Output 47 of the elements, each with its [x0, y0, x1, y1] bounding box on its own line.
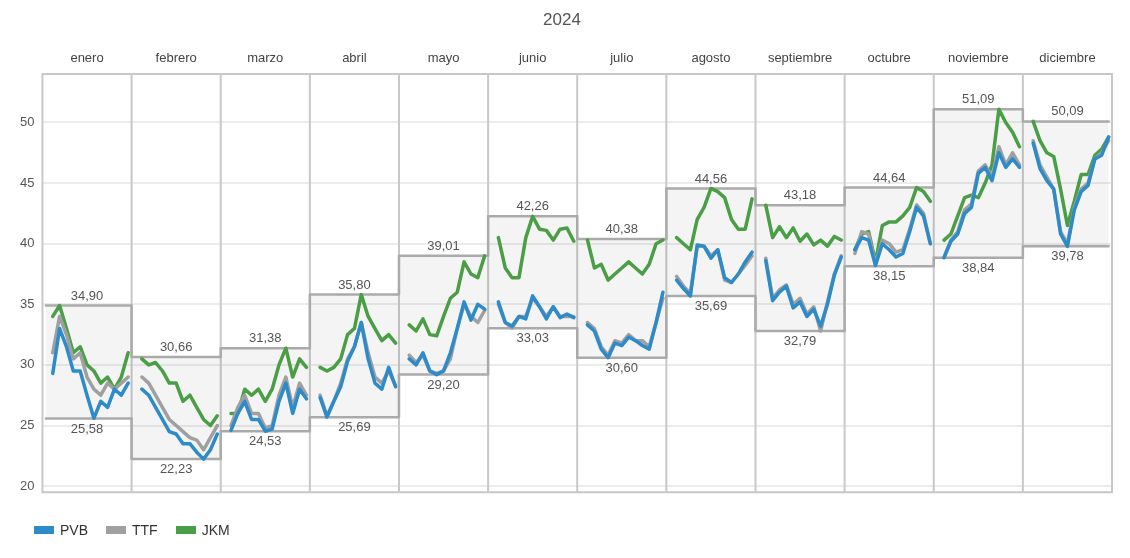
x-tick-label: enero — [70, 49, 104, 65]
x-tick-label: septiembre — [767, 49, 833, 65]
data-label: 39,01 — [427, 237, 460, 253]
y-tick-label: 25 — [19, 417, 35, 433]
x-tick-label: junio — [517, 49, 547, 65]
data-label: 35,80 — [338, 276, 371, 292]
y-tick-label: 50 — [19, 114, 35, 130]
data-label: 39,78 — [1051, 248, 1084, 264]
data-label: 42,26 — [516, 198, 549, 214]
data-label: 29,20 — [427, 376, 460, 392]
data-label: 51,09 — [962, 91, 995, 107]
x-tick-label: julio — [609, 49, 634, 65]
y-tick-label: 20 — [19, 477, 35, 493]
data-label: 44,64 — [872, 169, 906, 185]
data-label: 38,84 — [962, 259, 995, 275]
legend-label: JKM — [201, 522, 230, 538]
data-label: 50,09 — [1051, 103, 1084, 119]
data-label: 24,53 — [249, 433, 282, 449]
data-label: 25,69 — [338, 419, 371, 435]
data-label: 30,66 — [159, 339, 193, 354]
data-label: 38,15 — [872, 268, 906, 284]
legend-label: TTF — [132, 522, 158, 538]
data-label: 34,90 — [70, 287, 104, 303]
x-tick-label: mayo — [427, 49, 460, 65]
data-label: 22,23 — [159, 461, 193, 477]
x-tick-label: agosto — [691, 49, 731, 65]
data-label: 30,60 — [605, 359, 639, 375]
data-label: 43,18 — [783, 187, 817, 203]
y-tick-label: 30 — [19, 356, 35, 372]
x-tick-label: abril — [342, 49, 367, 65]
data-label: 32,79 — [783, 333, 817, 349]
legend-label: PVB — [60, 522, 89, 538]
x-tick-label: febrero — [155, 49, 197, 65]
x-tick-label: noviembre — [947, 49, 1009, 65]
x-tick-label: marzo — [247, 49, 284, 65]
x-tick-label: octubre — [867, 49, 911, 65]
x-tick-label: diciembre — [1039, 49, 1096, 65]
chart-title: 2024 — [543, 9, 581, 29]
y-tick-label: 40 — [19, 235, 35, 251]
data-label: 40,38 — [605, 221, 639, 237]
y-tick-label: 35 — [19, 295, 35, 311]
data-label: 44,56 — [694, 170, 728, 186]
data-label: 33,03 — [516, 330, 549, 346]
data-label: 31,38 — [249, 330, 282, 346]
data-label: 25,58 — [70, 420, 104, 436]
data-label: 35,69 — [694, 298, 728, 314]
y-tick-label: 45 — [19, 174, 35, 190]
